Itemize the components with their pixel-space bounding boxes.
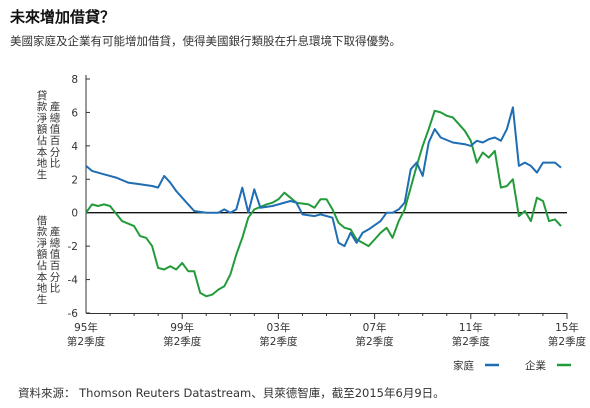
y-axis-label-char: 百 xyxy=(50,260,61,272)
y-axis-label-char: 分 xyxy=(50,271,61,283)
y-axis-label-char: 本 xyxy=(37,270,48,283)
y-axis-label-char: 款 xyxy=(37,100,48,113)
y-tick-label: -4 xyxy=(68,275,79,287)
y-tick-labels: 8 6 4 2 0 -2 -4 -6 xyxy=(68,74,79,320)
series-line-corporate xyxy=(85,109,562,298)
y-axis-label-char: 佔 xyxy=(37,259,48,272)
y-axis-label-char: 淨 xyxy=(37,237,48,249)
y-tick-label: 2 xyxy=(71,174,78,186)
y-axis-label-char: 生 xyxy=(37,168,48,181)
y-axis-label-char: 貸 xyxy=(37,89,48,102)
y-tick-label: 8 xyxy=(71,74,78,86)
series-line-household xyxy=(85,106,562,248)
y-axis-label-char: 值 xyxy=(50,123,61,136)
y-axis-label-char: 地 xyxy=(37,157,48,170)
y-axis-label-char: 總 xyxy=(50,236,61,249)
y-axis-label-char: 額 xyxy=(37,123,48,136)
legend: 家庭 企業 xyxy=(453,359,571,372)
y-axis-label-char: 佔 xyxy=(37,134,48,147)
x-tick-year: 11年 xyxy=(459,321,483,334)
y-axis-label-char: 比 xyxy=(50,282,61,295)
y-axis-label-char: 值 xyxy=(50,248,61,261)
x-tick-year: 99年 xyxy=(170,321,194,334)
x-tick-labels: 95年第2季度99年第2季度03年第2季度07年第2季度11年第2季度15年第2… xyxy=(67,321,587,348)
y-tick-label: 6 xyxy=(71,107,78,119)
series-lines xyxy=(85,106,562,298)
axes xyxy=(85,75,568,319)
x-tick-year: 15年 xyxy=(555,321,579,334)
x-tick-quarter: 第2季度 xyxy=(259,335,298,348)
y-tick-label: -6 xyxy=(68,308,79,320)
y-axis-label-char: 生 xyxy=(37,293,48,306)
x-tick-quarter: 第2季度 xyxy=(356,335,395,348)
x-tick-quarter: 第2季度 xyxy=(452,335,491,348)
legend-label-corporate: 企業 xyxy=(525,359,546,372)
x-tick-year: 07年 xyxy=(363,321,387,334)
y-axis-label-char: 地 xyxy=(37,282,48,295)
y-axis-label-char: 產 xyxy=(50,100,61,113)
chart-subtitle: 美國家庭及企業有可能增加借貸，使得美國銀行類股在升息環境下取得優勢。 xyxy=(10,34,401,48)
y-axis-label-char: 分 xyxy=(50,146,61,158)
y-axis-label-char: 總 xyxy=(50,111,61,124)
y-tick-label: 0 xyxy=(71,208,78,220)
x-tick-quarter: 第2季度 xyxy=(163,335,202,348)
y-axis-label-char: 借 xyxy=(37,215,48,227)
chart-title: 未來增加借貸？ xyxy=(10,8,116,26)
x-tick-quarter: 第2季度 xyxy=(67,335,106,348)
y-axis-label-char: 比 xyxy=(50,157,61,170)
x-tick-year: 95年 xyxy=(74,321,98,334)
y-tick-label: -2 xyxy=(68,241,78,253)
x-tick-year: 03年 xyxy=(266,321,290,334)
y-tick-label: 4 xyxy=(71,141,78,153)
y-axis-label-char: 淨 xyxy=(37,112,48,124)
y-axis-label-char: 本 xyxy=(37,145,48,158)
x-tick-quarter: 第2季度 xyxy=(548,335,587,348)
y-axis-label-char: 產 xyxy=(50,225,61,238)
y-axis-label-char: 款 xyxy=(37,225,48,238)
y-axis-label-char: 額 xyxy=(37,248,48,261)
source-note: 資料來源： Thomson Reuters Datastream、貝萊德智庫，截… xyxy=(18,386,445,400)
legend-label-household: 家庭 xyxy=(453,359,474,372)
y-axis-label-char: 百 xyxy=(50,135,61,147)
